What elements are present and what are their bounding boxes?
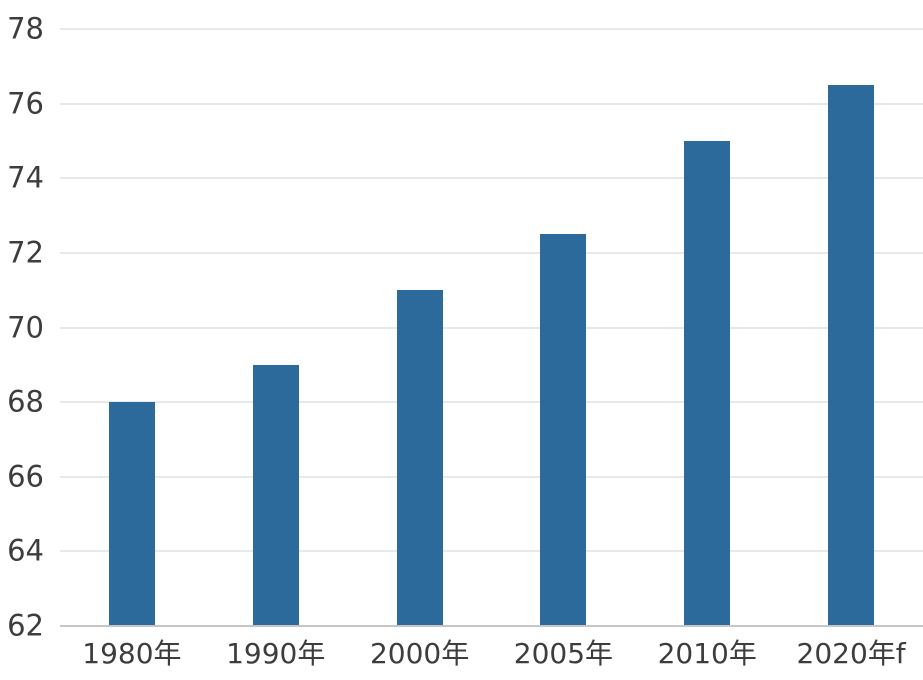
plot-area bbox=[60, 28, 923, 627]
y-tick-label: 66 bbox=[7, 459, 44, 494]
x-tick-label: 2005年 bbox=[513, 637, 614, 670]
y-tick-label: 78 bbox=[7, 11, 44, 46]
y-tick-label: 68 bbox=[7, 384, 44, 419]
bar bbox=[540, 234, 587, 626]
y-tick-label: 70 bbox=[7, 310, 44, 344]
y-tick-label: 72 bbox=[7, 235, 44, 270]
x-tick-label: 1980年 bbox=[82, 637, 182, 670]
y-tick-label: 74 bbox=[7, 160, 44, 195]
bar bbox=[828, 84, 875, 626]
bar bbox=[684, 140, 731, 626]
gridline bbox=[60, 475, 923, 478]
gridline bbox=[60, 401, 923, 404]
x-axis: 1980年 1990年 2000年 2005年 2010年 2020年f bbox=[60, 626, 923, 680]
y-tick-label: 76 bbox=[7, 86, 44, 121]
x-tick-label: 1990年 bbox=[226, 637, 326, 670]
gridline bbox=[60, 550, 923, 553]
gridline bbox=[60, 177, 923, 180]
gridline bbox=[60, 251, 923, 254]
gridline bbox=[60, 102, 923, 105]
x-axis-line bbox=[60, 625, 923, 627]
bar bbox=[252, 364, 299, 626]
x-tick-label: 2000年 bbox=[369, 637, 470, 670]
x-tick-label: 2020年f bbox=[796, 637, 906, 670]
gridline bbox=[60, 326, 923, 329]
y-tick-label: 64 bbox=[7, 533, 44, 568]
x-tick-label: 2010年 bbox=[657, 637, 757, 670]
y-axis: 62 64 66 68 70 72 74 76 78 bbox=[0, 14, 44, 640]
gridline bbox=[60, 28, 923, 30]
bar bbox=[108, 402, 155, 626]
bar bbox=[396, 290, 443, 626]
y-tick-label: 62 bbox=[7, 608, 44, 643]
